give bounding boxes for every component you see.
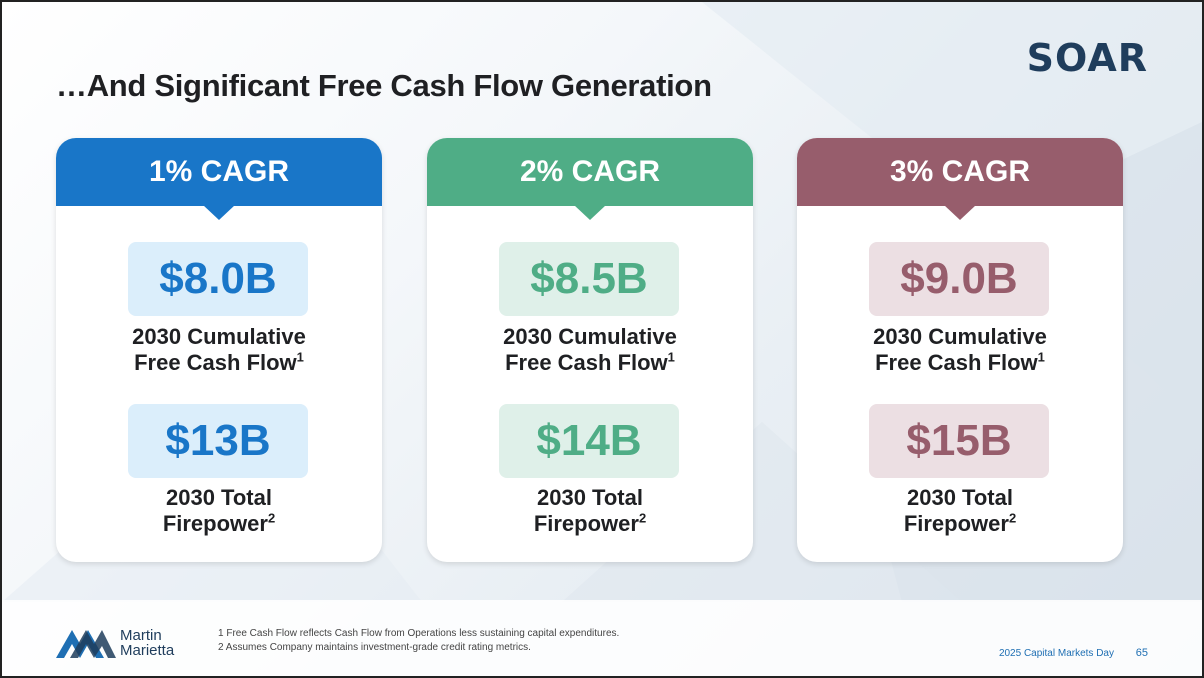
- event-name: 2025 Capital Markets Day: [998, 648, 1114, 659]
- firepower-value-box: $13B: [128, 404, 308, 478]
- fcf-label-line2: Free Cash Flow: [134, 350, 297, 375]
- page-title: …And Significant Free Cash Flow Generati…: [56, 68, 712, 103]
- firepower-label: 2030 Total Firepower2: [56, 485, 382, 537]
- wordmark-line2: Marietta: [120, 642, 175, 659]
- firepower-label: 2030 Total Firepower2: [427, 485, 753, 537]
- footnote-ref: 1: [1037, 349, 1045, 365]
- card-header: 2% CAGR: [427, 138, 753, 220]
- firepower-label-line2: Firepower: [162, 511, 268, 536]
- footnote-ref: 1: [296, 349, 304, 365]
- card-2pct-cagr: 2% CAGR $8.5B 2030 Cumulative Free Cash …: [427, 138, 753, 562]
- footnote-1: 1 Free Cash Flow reflects Cash Flow from…: [218, 628, 620, 639]
- firepower-label-line2: Firepower: [533, 511, 639, 536]
- firepower-label: 2030 Total Firepower2: [797, 485, 1123, 537]
- header-pointer: [574, 205, 606, 220]
- footnote-ref: 2: [638, 510, 647, 526]
- soar-logo: SOAR: [1026, 36, 1148, 80]
- fcf-value-box: $9.0B: [869, 242, 1049, 316]
- fcf-label-line2: Free Cash Flow: [505, 350, 668, 375]
- card-1pct-cagr: 1% CAGR $8.0B 2030 Cumulative Free Cash …: [56, 138, 382, 562]
- firepower-label-line2: Firepower: [903, 511, 1009, 536]
- firepower-value-box: $14B: [499, 404, 679, 478]
- fcf-label-line1: 2030 Cumulative: [503, 324, 677, 349]
- wordmark-line1: Martin: [120, 627, 162, 644]
- fcf-label: 2030 Cumulative Free Cash Flow1: [797, 324, 1123, 376]
- card-header-label: 2% CAGR: [519, 155, 661, 188]
- martin-marietta-wordmark: Martin Marietta: [120, 628, 174, 658]
- card-3pct-cagr: 3% CAGR $9.0B 2030 Cumulative Free Cash …: [797, 138, 1123, 562]
- card-header-label: 3% CAGR: [889, 155, 1031, 188]
- card-header: 3% CAGR: [797, 138, 1123, 220]
- fcf-label: 2030 Cumulative Free Cash Flow1: [56, 324, 382, 376]
- card-header-label: 1% CAGR: [148, 155, 290, 188]
- header-pointer: [203, 205, 235, 220]
- footer-band: [2, 600, 1202, 676]
- fcf-label: 2030 Cumulative Free Cash Flow1: [427, 324, 753, 376]
- footnote-ref: 2: [267, 510, 276, 526]
- fcf-label-line2: Free Cash Flow: [875, 350, 1038, 375]
- firepower-value: $13B: [165, 416, 271, 465]
- page-number: 65: [1135, 647, 1148, 659]
- fcf-value: $8.0B: [159, 254, 277, 303]
- firepower-label-line1: 2030 Total: [166, 485, 272, 510]
- header-pointer: [944, 205, 976, 220]
- fcf-value-box: $8.0B: [128, 242, 308, 316]
- firepower-label-line1: 2030 Total: [907, 485, 1013, 510]
- footnote-ref: 2: [1008, 510, 1017, 526]
- card-header: 1% CAGR: [56, 138, 382, 220]
- footnote-2: 2 Assumes Company maintains investment-g…: [218, 642, 531, 653]
- fcf-value: $9.0B: [900, 254, 1018, 303]
- firepower-value: $14B: [536, 416, 642, 465]
- footnote-ref: 1: [667, 349, 675, 365]
- firepower-value-box: $15B: [869, 404, 1049, 478]
- firepower-label-line1: 2030 Total: [537, 485, 643, 510]
- martin-marietta-logo-icon: [56, 630, 116, 658]
- fcf-label-line1: 2030 Cumulative: [873, 324, 1047, 349]
- fcf-value-box: $8.5B: [499, 242, 679, 316]
- fcf-value: $8.5B: [530, 254, 648, 303]
- firepower-value: $15B: [906, 416, 1012, 465]
- fcf-label-line1: 2030 Cumulative: [132, 324, 306, 349]
